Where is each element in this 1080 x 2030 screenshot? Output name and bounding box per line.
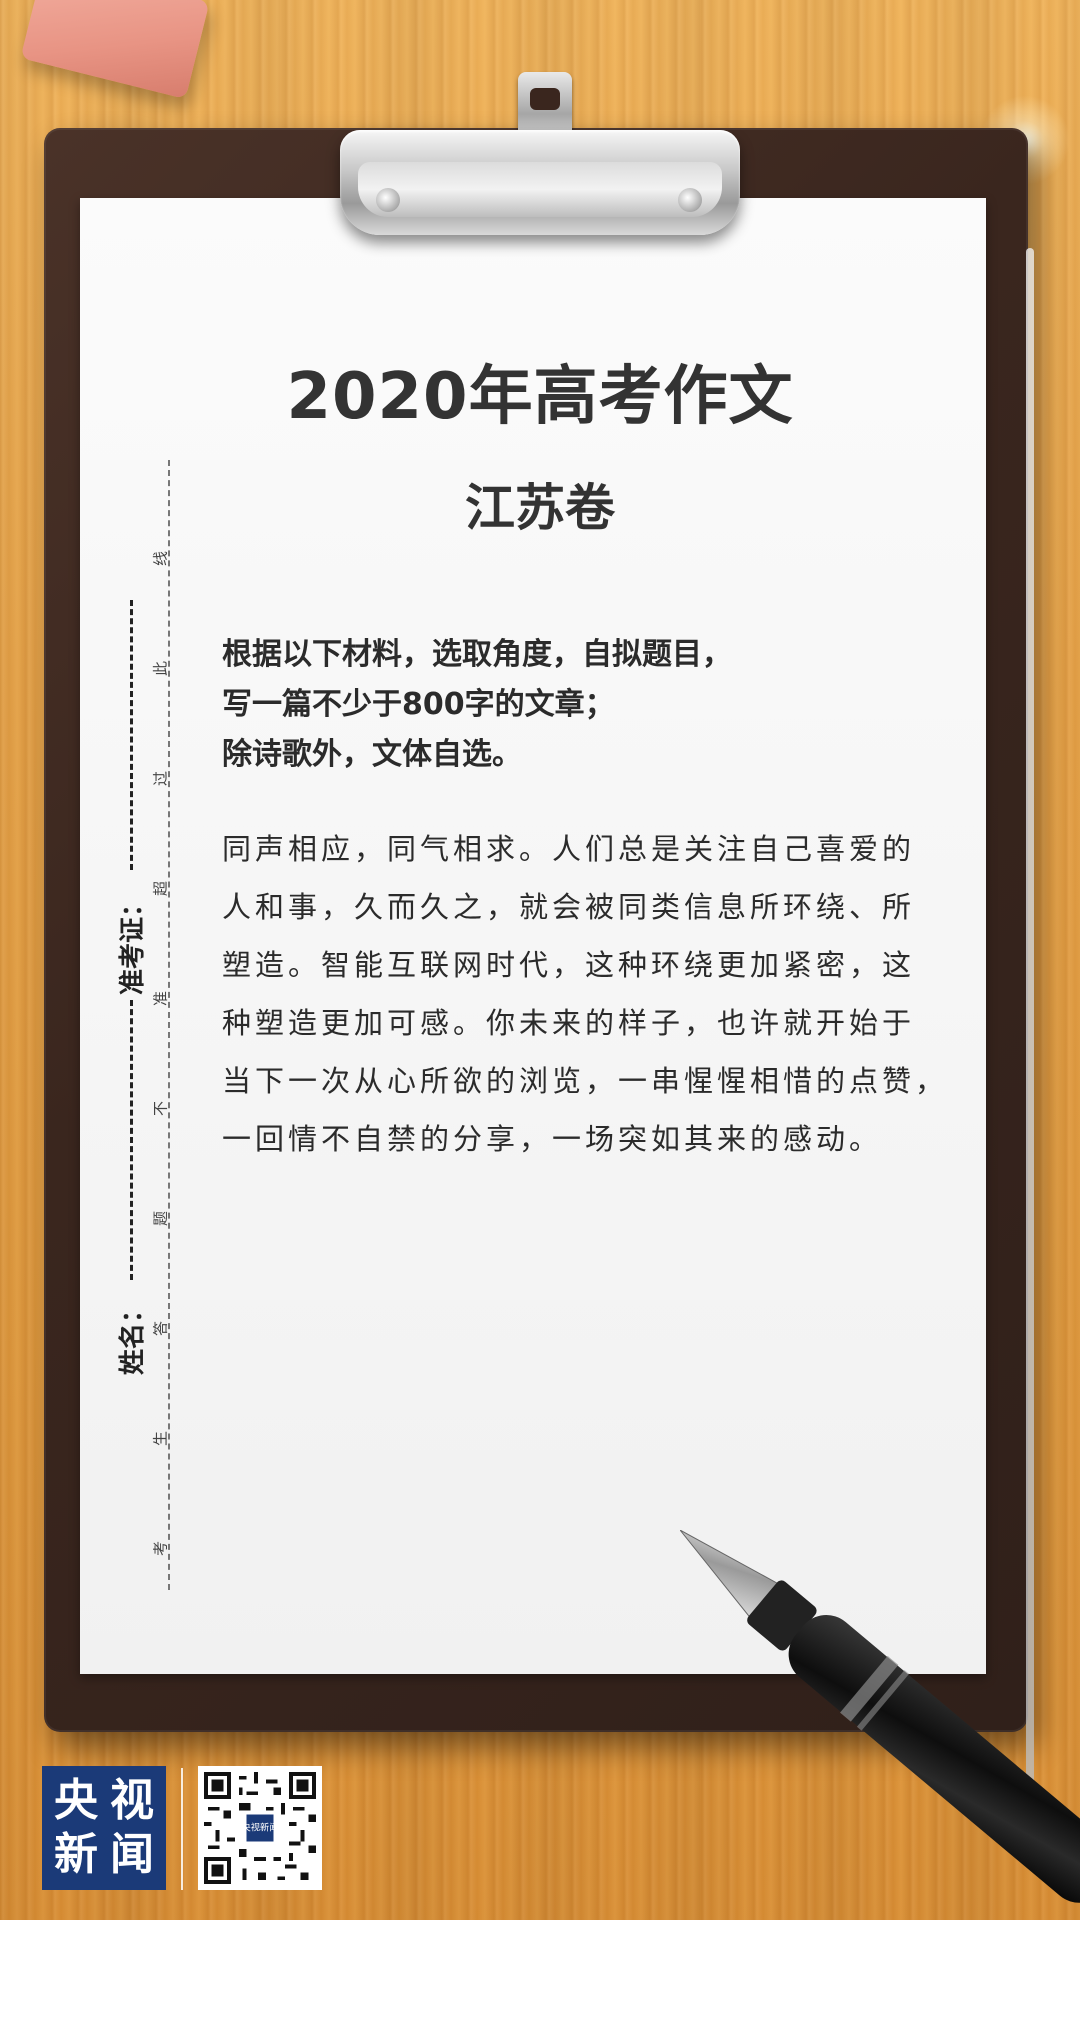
qr-badge-text: 央视新闻 [242, 1822, 279, 1834]
name-label: 姓名： [118, 1296, 148, 1375]
brand-divider [181, 1768, 183, 1890]
material-line: 一回情不自禁的分享，一场突如其来的感动。 [222, 1122, 883, 1156]
instruction-line: 写一篇不少于800字的文章； [222, 687, 615, 722]
seal-char: 不 [151, 1101, 170, 1117]
clipboard-edge [1026, 248, 1034, 1788]
exam-id-underline-lower [130, 1000, 133, 1280]
clip-body [340, 130, 740, 235]
qr-code-icon[interactable]: 央视新闻 [198, 1766, 322, 1890]
seal-char: 题 [151, 1211, 170, 1227]
instruction-line: 除诗歌外，文体自选。 [222, 737, 522, 772]
exam-paper [80, 198, 986, 1674]
page-title: 2020年高考作文 [286, 360, 794, 434]
fountain-pen-icon [680, 1530, 1080, 1903]
essay-material: 同声相应，同气相求。人们总是关注自己喜爱的 人和事，久而久之，就会被同类信息所环… [222, 820, 957, 1168]
seal-char: 考 [151, 1541, 170, 1557]
seal-line [168, 460, 170, 1590]
seal-char: 准 [151, 991, 170, 1007]
material-line: 种塑造更加可感。你未来的样子，也许就开始于 [222, 1006, 916, 1040]
seal-char: 答 [151, 1321, 170, 1337]
material-line: 当下一次从心所欲的浏览，一串惺惺相惜的点赞， [222, 1064, 949, 1098]
cctv-news-logo: 央 视 新 闻 [42, 1766, 166, 1890]
material-line: 人和事，久而久之，就会被同类信息所环绕、所 [222, 890, 916, 924]
seal-char: 超 [151, 881, 170, 897]
exam-id-underline [130, 600, 133, 870]
material-line: 塑造。智能互联网时代，这种环绕更加紧密，这 [222, 948, 916, 982]
seal-char: 生 [151, 1431, 170, 1447]
material-line: 同声相应，同气相求。人们总是关注自己喜爱的 [222, 832, 916, 866]
exam-id-label: 准考证： [118, 890, 148, 995]
page-subtitle: 江苏卷 [465, 479, 615, 537]
essay-instructions: 根据以下材料，选取角度，自拟题目， 写一篇不少于800字的文章； 除诗歌外，文体… [222, 630, 962, 780]
clip-rivet [678, 188, 702, 212]
seal-char: 线 [151, 551, 170, 567]
clipboard-clip-icon [340, 72, 740, 240]
clip-rivet [376, 188, 400, 212]
seal-char: 此 [151, 661, 170, 677]
instruction-line: 根据以下材料，选取角度，自拟题目， [222, 637, 732, 672]
seal-char: 过 [151, 771, 170, 787]
